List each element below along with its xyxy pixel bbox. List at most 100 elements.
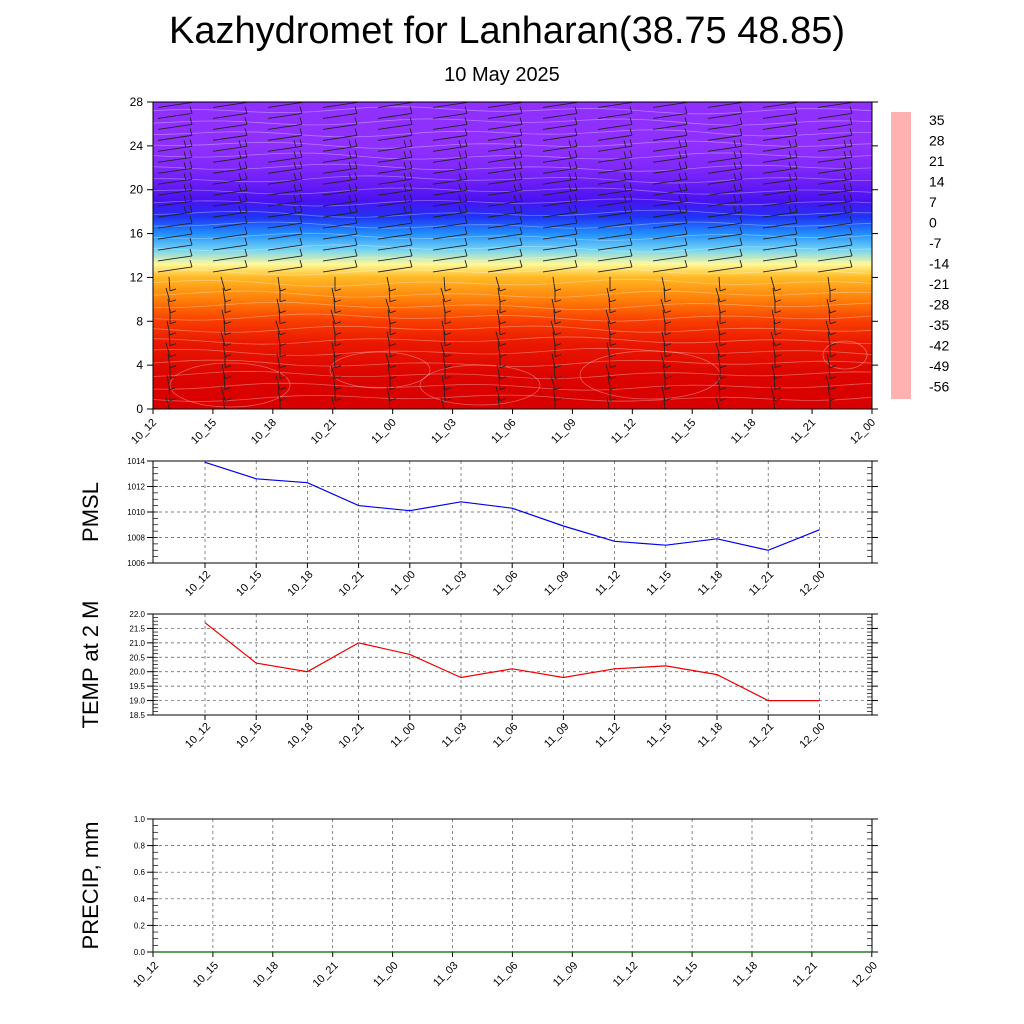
x-tick-label: 11_21 bbox=[790, 960, 820, 990]
y-tick-label: 18.5 bbox=[129, 711, 145, 720]
x-tick-label: 11_09 bbox=[549, 417, 579, 447]
x-tick-label: 12_00 bbox=[797, 721, 827, 751]
y-tick-label: 24 bbox=[130, 139, 144, 153]
y-tick-label: 0.0 bbox=[134, 948, 146, 957]
y-tick-label: 1006 bbox=[127, 559, 145, 568]
y-tick-label: 1010 bbox=[127, 508, 145, 517]
x-tick-label: 10_12 bbox=[129, 417, 159, 447]
x-tick-label: 11_03 bbox=[440, 569, 470, 599]
y-tick-label: 16 bbox=[130, 227, 144, 241]
colorbar-label: -56 bbox=[929, 379, 949, 395]
colorbar-label: -42 bbox=[929, 338, 949, 354]
x-tick-label: 10_12 bbox=[131, 960, 161, 990]
y-axis-title: PRECIP, mm bbox=[78, 822, 103, 950]
x-tick-label: 11_00 bbox=[371, 960, 401, 990]
x-tick-label: 10_15 bbox=[191, 960, 221, 990]
x-tick-label: 11_00 bbox=[369, 417, 399, 447]
x-tick-label: 10_18 bbox=[249, 417, 279, 447]
x-tick-label: 11_03 bbox=[429, 417, 459, 447]
pmsl-panel: 1006 1008 1010 1012 1014 10_12 10_15 10_18 10_21… bbox=[78, 457, 878, 599]
x-tick-label: 10_18 bbox=[285, 721, 315, 751]
y-tick-label: 1.0 bbox=[134, 815, 146, 824]
y-tick-label: 0.2 bbox=[134, 921, 146, 930]
x-tick-label: 11_15 bbox=[644, 569, 674, 599]
x-tick-label: 10_12 bbox=[183, 569, 213, 599]
x-tick-label: 11_06 bbox=[491, 721, 521, 751]
minor-ticks bbox=[153, 460, 872, 564]
colorbar: 35 28 21 14 7 0 -7 -14 -21 -28 -35 -42 -49 -56 bbox=[891, 112, 949, 399]
contour-lines bbox=[153, 106, 872, 402]
minor-ticks bbox=[153, 613, 872, 716]
x-tick-label: 11_06 bbox=[491, 569, 521, 599]
y-tick-label: 8 bbox=[136, 314, 143, 328]
y-tick-label: 0.6 bbox=[134, 868, 146, 877]
y-tick-label: 4 bbox=[136, 358, 143, 372]
x-tick-label: 10_15 bbox=[189, 417, 219, 447]
x-tick-label: 11_21 bbox=[747, 569, 777, 599]
colorbar-label: -14 bbox=[929, 256, 949, 272]
x-tick-label: 11_15 bbox=[669, 417, 699, 447]
colorbar-label: -21 bbox=[929, 276, 949, 292]
x-tick-label: 10_18 bbox=[285, 569, 315, 599]
y-tick-label: 19.5 bbox=[129, 682, 145, 691]
x-tick-label: 10_21 bbox=[337, 721, 367, 751]
x-tick-label: 10_21 bbox=[311, 960, 341, 990]
temp2m-panel: 18.5 19.0 19.5 20.0 20.5 21.0 21.5 22.0 10_12 10_… bbox=[78, 601, 878, 751]
y-tick-label: 22.0 bbox=[129, 610, 145, 619]
colorbar-label: -28 bbox=[929, 297, 949, 313]
y-tick-label: 0.8 bbox=[134, 842, 146, 851]
colorbar-label: 28 bbox=[929, 133, 945, 149]
y-tick-label: 1012 bbox=[127, 483, 145, 492]
temperature-field bbox=[153, 102, 872, 409]
x-tick-label: 11_06 bbox=[489, 417, 519, 447]
y-tick-label: 0.4 bbox=[134, 895, 146, 904]
x-tick-label: 11_03 bbox=[431, 960, 461, 990]
precip-panel: 0.0 0.2 0.4 0.6 0.8 1.0 10_12 10_15 10_18 10_21 11… bbox=[78, 815, 880, 990]
y-tick-label: 0 bbox=[136, 402, 143, 416]
x-tick-label: 11_00 bbox=[388, 721, 418, 751]
y-tick-label: 12 bbox=[130, 270, 144, 284]
y-tick-label: 19.0 bbox=[129, 697, 145, 706]
colorbar-label: 0 bbox=[929, 215, 937, 231]
colorbar-label: 7 bbox=[929, 194, 937, 210]
series-line bbox=[204, 461, 820, 551]
colorbar-label: 35 bbox=[929, 112, 945, 128]
x-tick-label: 10_15 bbox=[234, 721, 264, 751]
x-tick-label: 11_12 bbox=[611, 960, 641, 990]
y-tick-label: 1008 bbox=[127, 534, 145, 543]
y-tick-label: 1014 bbox=[127, 457, 145, 466]
x-tick-label: 11_21 bbox=[747, 721, 777, 751]
x-tick-label: 11_09 bbox=[542, 569, 572, 599]
y-tick-label: 28 bbox=[130, 95, 144, 109]
x-tick-label: 11_09 bbox=[551, 960, 581, 990]
x-tick-label: 11_15 bbox=[671, 960, 701, 990]
colorbar-label: -7 bbox=[929, 235, 942, 251]
x-tick-label: 11_18 bbox=[731, 960, 761, 990]
colorbar-label: 14 bbox=[929, 174, 945, 190]
colorbar-label: -49 bbox=[929, 358, 949, 374]
x-tick-label: 11_18 bbox=[729, 417, 759, 447]
colorbar-label: -35 bbox=[929, 317, 949, 333]
x-tick-label: 10_18 bbox=[251, 960, 281, 990]
y-tick-label: 20.5 bbox=[129, 653, 145, 662]
chart-subtitle: 10 May 2025 bbox=[444, 64, 560, 86]
x-tick-label: 11_15 bbox=[644, 721, 674, 751]
x-tick-label: 10_12 bbox=[183, 721, 213, 751]
y-tick-label: 20 bbox=[130, 183, 144, 197]
y-tick-label: 21.0 bbox=[129, 639, 145, 648]
colorbar-label: 21 bbox=[929, 153, 945, 169]
x-tick-label: 10_21 bbox=[309, 417, 339, 447]
y-tick-label: 20.0 bbox=[129, 668, 145, 677]
grid-lines bbox=[153, 460, 872, 564]
cross-section-panel: 0 4 8 12 16 20 24 28 10_12 10_15 10_18 10_21 11_00 11… bbox=[129, 95, 878, 447]
x-tick-label: 10_15 bbox=[234, 569, 264, 599]
x-tick-label: 11_12 bbox=[593, 721, 623, 751]
y-axis-title: PMSL bbox=[78, 482, 103, 542]
colorbar-gradient bbox=[891, 112, 911, 399]
x-tick-label: 11_21 bbox=[789, 417, 819, 447]
x-tick-label: 11_12 bbox=[593, 569, 623, 599]
x-tick-label: 12_00 bbox=[797, 569, 827, 599]
x-tick-label: 11_12 bbox=[609, 417, 639, 447]
x-tick-label: 11_18 bbox=[696, 569, 726, 599]
grid-lines bbox=[152, 818, 873, 953]
